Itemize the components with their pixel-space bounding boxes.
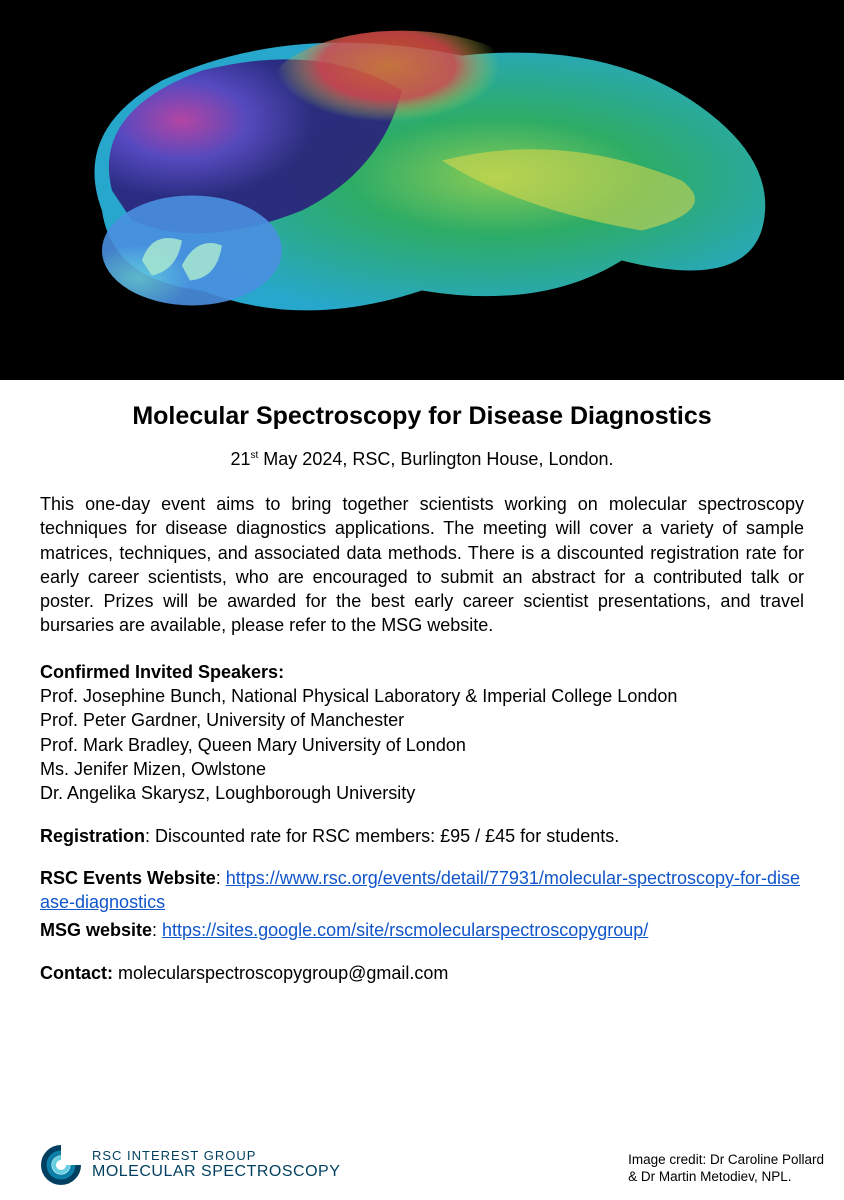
logo-icon: [40, 1144, 82, 1186]
speaker-item: Prof. Josephine Bunch, National Physical…: [40, 684, 804, 708]
msg-link-label: MSG website: [40, 920, 152, 940]
credit-line: Image credit: Dr Caroline Pollard: [628, 1151, 824, 1169]
registration-section: Registration: Discounted rate for RSC me…: [40, 824, 804, 848]
speaker-item: Dr. Angelika Skarysz, Loughborough Unive…: [40, 781, 804, 805]
rsc-link-label: RSC Events Website: [40, 868, 216, 888]
speaker-item: Prof. Mark Bradley, Queen Mary Universit…: [40, 733, 804, 757]
contact-section: Contact: molecularspectroscopygroup@gmai…: [40, 961, 804, 985]
hero-image: [0, 0, 844, 380]
speakers-heading: Confirmed Invited Speakers:: [40, 660, 804, 684]
intro-paragraph: This one-day event aims to bring togethe…: [40, 492, 804, 638]
credit-line: & Dr Martin Metodiev, NPL.: [628, 1168, 824, 1186]
contact-label: Contact:: [40, 963, 113, 983]
logo-line1: RSC INTEREST GROUP: [92, 1149, 340, 1163]
logo-line2: MOLECULAR SPECTROSCOPY: [92, 1163, 340, 1181]
speaker-item: Prof. Peter Gardner, University of Manch…: [40, 708, 804, 732]
event-date: 21st May 2024, RSC, Burlington House, Lo…: [40, 449, 804, 470]
logo-text: RSC INTEREST GROUP MOLECULAR SPECTROSCOP…: [92, 1149, 340, 1181]
msg-website-link[interactable]: https://sites.google.com/site/rscmolecul…: [162, 920, 648, 940]
msg-link-section: MSG website: https://sites.google.com/si…: [40, 918, 804, 942]
rsc-logo: RSC INTEREST GROUP MOLECULAR SPECTROSCOP…: [40, 1144, 340, 1186]
image-credit: Image credit: Dr Caroline Pollard & Dr M…: [628, 1151, 824, 1186]
contact-email: molecularspectroscopygroup@gmail.com: [113, 963, 448, 983]
speakers-section: Confirmed Invited Speakers: Prof. Joseph…: [40, 660, 804, 806]
content-area: Molecular Spectroscopy for Disease Diagn…: [0, 380, 844, 985]
page-title: Molecular Spectroscopy for Disease Diagn…: [40, 402, 804, 431]
links-section: RSC Events Website: https://www.rsc.org/…: [40, 866, 804, 915]
footer: RSC INTEREST GROUP MOLECULAR SPECTROSCOP…: [40, 1144, 824, 1186]
speakers-list: Prof. Josephine Bunch, National Physical…: [40, 684, 804, 805]
spectral-brain-graphic: [42, 29, 802, 352]
registration-text: : Discounted rate for RSC members: £95 /…: [145, 826, 619, 846]
speaker-item: Ms. Jenifer Mizen, Owlstone: [40, 757, 804, 781]
registration-label: Registration: [40, 826, 145, 846]
